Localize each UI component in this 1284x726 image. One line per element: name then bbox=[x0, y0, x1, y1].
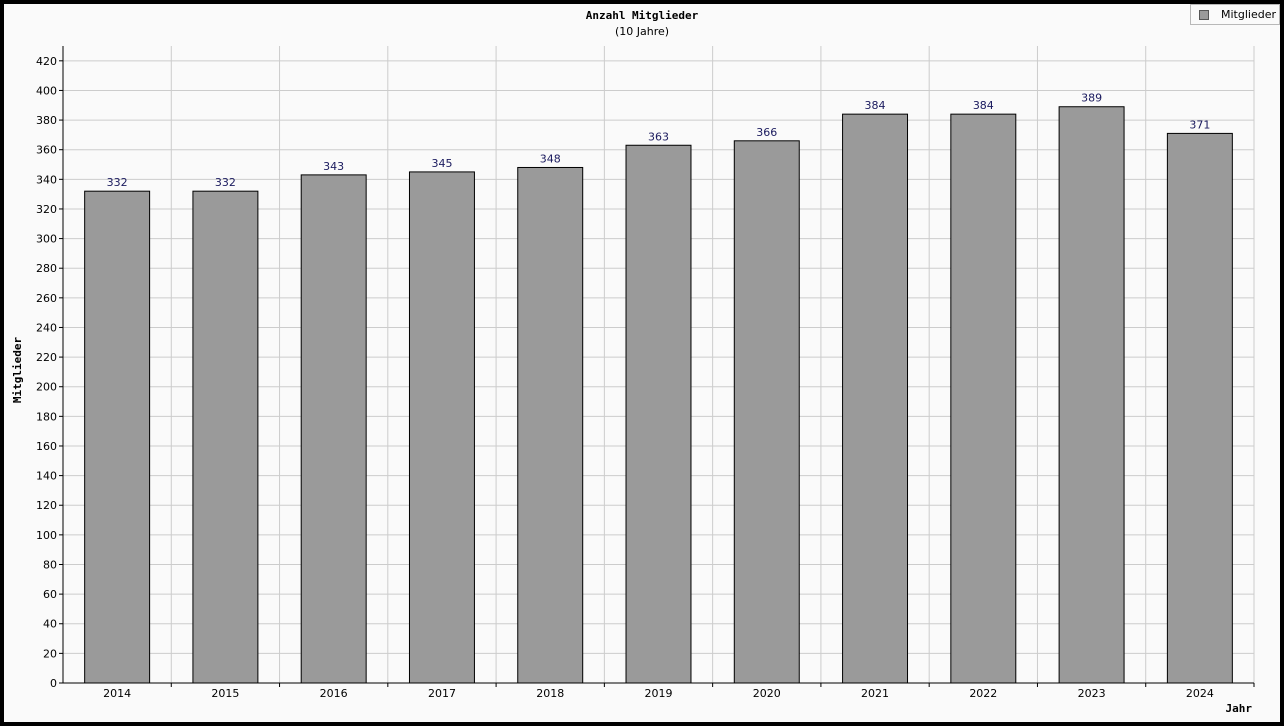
legend-swatch bbox=[1199, 10, 1209, 20]
bar-value-label: 384 bbox=[865, 99, 886, 112]
y-tick-label: 300 bbox=[36, 233, 57, 246]
bar-value-label: 332 bbox=[215, 176, 236, 189]
chart-frame: Anzahl Mitglieder (10 Jahre) Mitglieder … bbox=[4, 4, 1280, 722]
bar bbox=[517, 166, 584, 684]
bar bbox=[842, 113, 909, 684]
bar bbox=[625, 144, 692, 684]
y-tick-label: 160 bbox=[36, 440, 57, 453]
y-tick-label: 180 bbox=[36, 410, 57, 423]
x-tick-label: 2024 bbox=[1186, 687, 1214, 700]
bar bbox=[1058, 106, 1125, 684]
y-tick-label: 380 bbox=[36, 114, 57, 127]
chart-title: Anzahl Mitglieder bbox=[586, 9, 699, 22]
x-tick-label: 2019 bbox=[645, 687, 673, 700]
y-axis-label: Mitglieder bbox=[11, 337, 24, 404]
bar bbox=[192, 190, 259, 684]
y-tick-label: 80 bbox=[43, 558, 57, 571]
y-tick-label: 280 bbox=[36, 262, 57, 275]
y-tick-label: 400 bbox=[36, 84, 57, 97]
bar-value-label: 366 bbox=[756, 126, 777, 139]
bar-value-label: 384 bbox=[973, 99, 994, 112]
bar bbox=[1166, 132, 1233, 684]
plot-area: 0 20 40 60 80 100 120 140 160 180 200 220 240 260 280 3… bbox=[36, 46, 1255, 700]
y-tick-label: 220 bbox=[36, 351, 57, 364]
x-axis-label: Jahr bbox=[1226, 702, 1253, 715]
legend-label: Mitglieder bbox=[1221, 8, 1276, 21]
chart-subtitle: (10 Jahre) bbox=[615, 25, 669, 38]
bar-value-label: 363 bbox=[648, 130, 669, 143]
x-tick-label: 2017 bbox=[428, 687, 456, 700]
x-tick-label: 2018 bbox=[536, 687, 564, 700]
y-tick-label: 340 bbox=[36, 173, 57, 186]
y-tick-label: 320 bbox=[36, 203, 57, 216]
x-tick-label: 2022 bbox=[969, 687, 997, 700]
x-tick-label: 2016 bbox=[320, 687, 348, 700]
x-tick-label: 2023 bbox=[1078, 687, 1106, 700]
x-tick-label: 2015 bbox=[211, 687, 239, 700]
x-tick-label: 2014 bbox=[103, 687, 131, 700]
x-tick-label: 2021 bbox=[861, 687, 889, 700]
y-tick-label: 20 bbox=[43, 647, 57, 660]
bar-value-label: 348 bbox=[540, 152, 561, 165]
bar bbox=[950, 113, 1017, 684]
bar-value-label: 389 bbox=[1081, 92, 1102, 105]
y-tick-label: 200 bbox=[36, 381, 57, 394]
y-tick-label: 140 bbox=[36, 470, 57, 483]
legend: Mitglieder bbox=[1190, 4, 1280, 25]
y-tick-label: 420 bbox=[36, 55, 57, 68]
bar-chart: Anzahl Mitglieder (10 Jahre) Mitglieder … bbox=[11, 9, 1255, 715]
y-tick-label: 260 bbox=[36, 292, 57, 305]
bar-value-label: 343 bbox=[323, 160, 344, 173]
bar-value-label: 332 bbox=[107, 176, 128, 189]
y-tick-label: 240 bbox=[36, 321, 57, 334]
bar-value-label: 371 bbox=[1189, 118, 1210, 131]
y-tick-label: 60 bbox=[43, 588, 57, 601]
bar bbox=[733, 140, 800, 684]
y-tick-label: 0 bbox=[50, 677, 57, 690]
y-tick-label: 100 bbox=[36, 529, 57, 542]
bar bbox=[408, 171, 475, 684]
bar bbox=[84, 190, 151, 684]
x-tick-label: 2020 bbox=[753, 687, 781, 700]
y-tick-label: 40 bbox=[43, 618, 57, 631]
bar bbox=[300, 174, 367, 684]
bar-value-label: 345 bbox=[431, 157, 452, 170]
y-tick-label: 360 bbox=[36, 144, 57, 157]
y-tick-label: 120 bbox=[36, 499, 57, 512]
